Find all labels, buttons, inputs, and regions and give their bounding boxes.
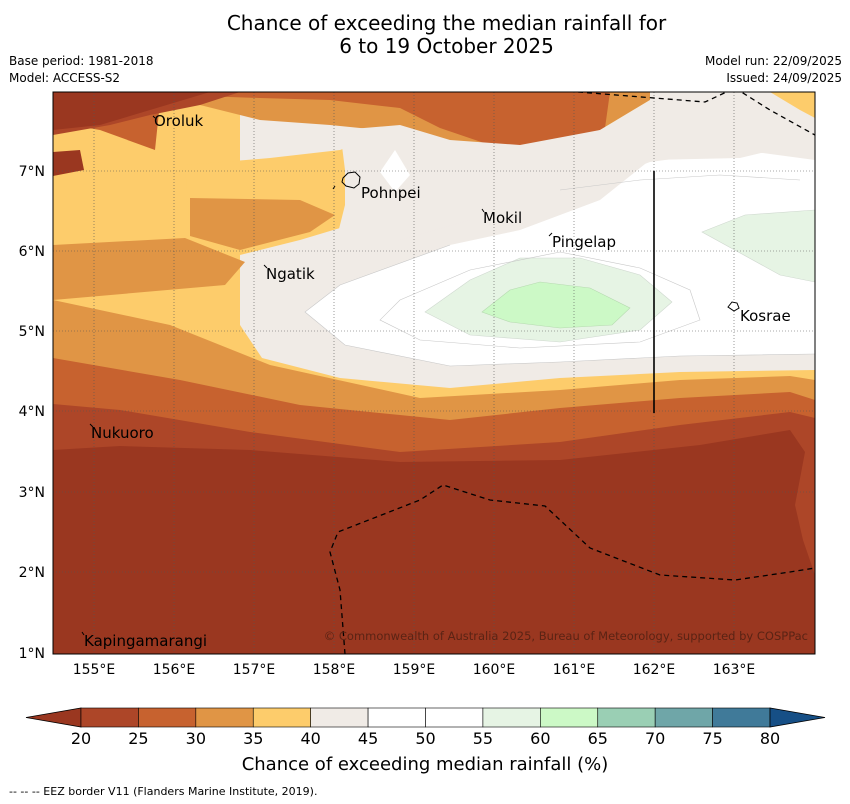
colorbar-segment bbox=[80, 707, 139, 728]
kosrae-island-icon bbox=[727, 301, 740, 312]
colorbar-tick-label: 75 bbox=[702, 729, 722, 748]
lat-tick-1: 1°N bbox=[19, 646, 45, 662]
colorbar-tick-label: 55 bbox=[473, 729, 493, 748]
colorbar-segment bbox=[252, 707, 311, 728]
lat-tick-4: 4°N bbox=[19, 404, 45, 420]
place-oroluk: Oroluk bbox=[154, 112, 203, 130]
colorbar-extend-high bbox=[769, 707, 826, 728]
colorbar-segment bbox=[195, 707, 254, 728]
band-north-20-25 bbox=[53, 92, 210, 130]
issued-date: Issued: 24/09/2025 bbox=[726, 71, 842, 85]
place-labels: Oroluk Pohnpei Mokil Pingelap Ngatik Kos… bbox=[84, 112, 791, 650]
colorbar-tick-label: 50 bbox=[415, 729, 435, 748]
place-kapingamarangi: Kapingamarangi bbox=[84, 632, 207, 650]
lon-tick-161: 161°E bbox=[553, 662, 596, 678]
band-55-60-east bbox=[701, 209, 815, 283]
colorbar-segment bbox=[712, 707, 771, 728]
colorbar-segment bbox=[597, 707, 656, 728]
colorbar-segment bbox=[138, 707, 197, 728]
colorbar-tick-label: 65 bbox=[588, 729, 608, 748]
footnote: -- -- -- EEZ border V11 (Flanders Marine… bbox=[9, 785, 318, 798]
lat-tick-7: 7°N bbox=[19, 164, 45, 180]
colorbar-segment bbox=[310, 707, 369, 728]
base-period: Base period: 1981-2018 bbox=[9, 54, 154, 68]
lat-tick-5: 5°N bbox=[19, 324, 45, 340]
colorbar-segment bbox=[482, 707, 541, 728]
band-60-65 bbox=[481, 281, 631, 329]
band-north-45-50 bbox=[335, 92, 815, 258]
colorbar: 20 25 30 35 40 45 50 55 60 65 70 75 80 bbox=[25, 707, 826, 748]
colorbar-tick-label: 30 bbox=[186, 729, 206, 748]
place-pingelap: Pingelap bbox=[552, 233, 616, 251]
meta-right: Model run: 22/09/2025 Issued: 24/09/2025 bbox=[705, 53, 842, 87]
place-nukuoro: Nukuoro bbox=[91, 424, 154, 442]
lat-ticks: 7°N 6°N 5°N 4°N 3°N 2°N 1°N bbox=[19, 164, 45, 662]
chart-title: Chance of exceeding the median rainfall … bbox=[0, 12, 850, 58]
colorbar-tick-label: 70 bbox=[645, 729, 665, 748]
colorbar-segment bbox=[367, 707, 426, 728]
map-frame bbox=[52, 91, 816, 655]
colorbar-segment bbox=[540, 707, 599, 728]
lat-tick-3: 3°N bbox=[19, 485, 45, 501]
place-pohnpei: Pohnpei bbox=[361, 184, 421, 202]
lon-tick-158: 158°E bbox=[313, 662, 356, 678]
colorbar-tick-label: 35 bbox=[243, 729, 263, 748]
eez-borders bbox=[329, 92, 815, 654]
lon-tick-163: 163°E bbox=[713, 662, 756, 678]
band-nw-orange-strip bbox=[190, 198, 335, 250]
colorbar-segment bbox=[654, 707, 713, 728]
lon-tick-160: 160°E bbox=[473, 662, 516, 678]
title-line-2: 6 to 19 October 2025 bbox=[339, 34, 554, 58]
lon-tick-162: 162°E bbox=[633, 662, 676, 678]
colorbar-tick-label: 60 bbox=[530, 729, 550, 748]
band-ne-yellow bbox=[770, 92, 815, 118]
colorbar-extend-low bbox=[25, 707, 82, 728]
colorbar-label: Chance of exceeding median rainfall (%) bbox=[241, 754, 609, 775]
lon-tick-156: 156°E bbox=[153, 662, 196, 678]
place-kosrae: Kosrae bbox=[740, 307, 791, 325]
lat-tick-2: 2°N bbox=[19, 565, 45, 581]
band-nw-blob bbox=[53, 150, 84, 176]
pohnpei-island-icon bbox=[341, 171, 361, 189]
rainfall-map bbox=[53, 92, 815, 654]
colorbar-tick-label: 20 bbox=[71, 729, 91, 748]
lon-ticks: 155°E 156°E 157°E 158°E 159°E 160°E 161°… bbox=[73, 662, 756, 678]
island-markers bbox=[81, 115, 553, 636]
lat-tick-6: 6°N bbox=[19, 244, 45, 260]
place-ngatik: Ngatik bbox=[266, 265, 315, 283]
model-name: Model: ACCESS-S2 bbox=[9, 71, 121, 85]
title-line-1: Chance of exceeding the median rainfall … bbox=[226, 11, 667, 35]
colorbar-tick-label: 80 bbox=[760, 729, 780, 748]
lon-tick-157: 157°E bbox=[233, 662, 276, 678]
colorbar-segment bbox=[425, 707, 484, 728]
meta-left: Base period: 1981-2018 Model: ACCESS-S2 bbox=[9, 53, 154, 87]
colorbar-tick-label: 40 bbox=[300, 729, 320, 748]
contour-lines bbox=[304, 174, 815, 367]
band-north-30-35 bbox=[53, 92, 610, 150]
band-west-orange bbox=[53, 238, 245, 300]
colorbar-tick-label: 25 bbox=[128, 729, 148, 748]
colorbar-tick-label: 45 bbox=[358, 729, 378, 748]
place-mokil: Mokil bbox=[483, 209, 522, 227]
lon-tick-155: 155°E bbox=[73, 662, 116, 678]
model-run: Model run: 22/09/2025 bbox=[704, 54, 842, 68]
copyright-text: © Commonwealth of Australia 2025, Bureau… bbox=[324, 629, 808, 643]
lon-tick-159: 159°E bbox=[393, 662, 436, 678]
